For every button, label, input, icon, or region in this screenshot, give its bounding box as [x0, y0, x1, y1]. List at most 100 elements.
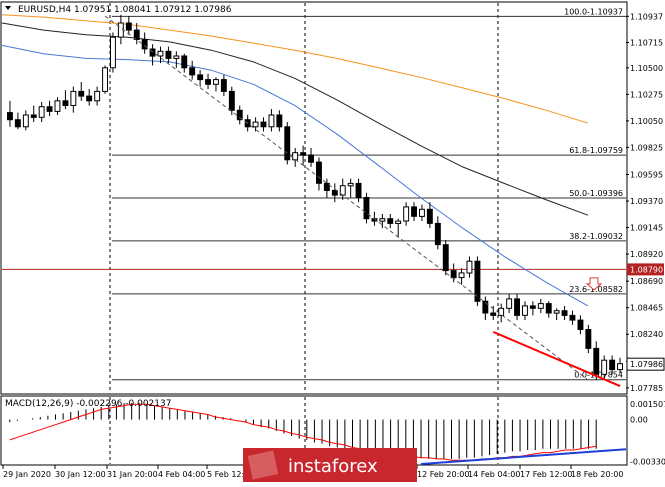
- bear-candle-body: [197, 74, 204, 81]
- fib-label-2: 50.0-1.09396: [569, 189, 623, 198]
- candle: [442, 239, 449, 276]
- bear-candle-body: [62, 100, 69, 107]
- candle: [529, 301, 536, 316]
- candle: [260, 117, 267, 132]
- bear-candle-body: [514, 298, 520, 316]
- bear-candle-body: [125, 22, 132, 31]
- candle: [141, 32, 148, 54]
- watermark-logo-icon: [247, 450, 279, 480]
- bull-candle-body: [395, 220, 402, 225]
- candle: [102, 65, 108, 94]
- candle: [411, 202, 418, 222]
- time-tick-label: 4 Feb 04:00: [158, 470, 205, 479]
- bear-candle-body: [260, 121, 267, 128]
- bull-candle-body: [173, 55, 180, 59]
- candle: [498, 303, 505, 323]
- candle: [355, 178, 362, 203]
- bear-candle-body: [7, 112, 13, 121]
- fib-label-5: 0.0-1.07854: [574, 371, 623, 380]
- candle: [466, 256, 473, 278]
- bear-candle-body: [387, 218, 394, 224]
- bull-candle-body: [38, 106, 45, 118]
- bear-candle-body: [189, 67, 196, 76]
- bear-candle-body: [133, 29, 140, 40]
- current-price-tag: [626, 357, 665, 371]
- bull-candle-body: [522, 305, 528, 316]
- bear-candle-body: [181, 55, 188, 69]
- macd-tick-label: -0.003307: [630, 458, 665, 467]
- bull-candle-body: [553, 310, 560, 314]
- candle: [7, 100, 13, 127]
- candle: [617, 357, 623, 374]
- price-tick-label: 1.10050: [630, 117, 663, 126]
- bear-candle-body: [165, 50, 172, 59]
- bear-candle-body: [300, 152, 307, 156]
- candle: [62, 90, 69, 110]
- bear-candle-body: [426, 208, 433, 224]
- bear-candle-body: [331, 189, 338, 196]
- bull-candle-body: [252, 121, 259, 128]
- bear-candle-body: [434, 222, 441, 246]
- candle: [189, 60, 196, 80]
- candle: [86, 89, 93, 106]
- price-tick-label: 1.10500: [630, 64, 663, 73]
- candle: [316, 157, 322, 191]
- candle: [474, 256, 481, 306]
- bear-candle-body: [323, 182, 330, 191]
- candle: [593, 341, 600, 381]
- bear-candle-body: [585, 329, 592, 349]
- bull-candle-body: [268, 114, 275, 128]
- candle: [110, 32, 116, 73]
- candle: [165, 46, 172, 64]
- candle: [30, 105, 37, 123]
- bear-candle-body: [450, 270, 457, 279]
- bull-candle-body: [601, 359, 608, 375]
- chart-header: EURUSD,H4 1.07951 1.08041 1.07912 1.0798…: [18, 5, 232, 15]
- bear-candle-body: [46, 106, 53, 112]
- candle: [70, 86, 77, 113]
- bear-candle-body: [593, 347, 600, 375]
- time-tick-label: 5 Feb 12:00: [207, 470, 254, 479]
- candle: [506, 294, 513, 314]
- bull-candle-body: [537, 303, 544, 309]
- bear-candle-body: [442, 244, 449, 272]
- header-triangle-icon: [5, 6, 11, 10]
- candle: [537, 298, 544, 314]
- candle: [276, 110, 283, 132]
- candle: [514, 294, 520, 321]
- price-tick-label: 1.08465: [630, 304, 663, 313]
- bear-candle-body: [78, 90, 85, 97]
- bear-candle-body: [30, 114, 37, 118]
- bull-candle-body: [157, 50, 164, 57]
- candle: [173, 51, 180, 68]
- bull-candle-body: [110, 36, 116, 69]
- candle: [609, 355, 616, 375]
- bear-candle-body: [316, 161, 322, 184]
- moving-average-2: [1, 44, 589, 307]
- time-tick-label: 14 Feb 04:00: [468, 470, 520, 479]
- bull-candle-body: [117, 22, 124, 38]
- price-tick-label: 1.09145: [630, 224, 663, 233]
- macd-blue-trendline: [420, 448, 627, 465]
- bull-candle-body: [617, 363, 623, 371]
- candle: [569, 310, 576, 325]
- dashed-trendline: [104, 15, 589, 381]
- candle: [149, 44, 156, 66]
- price-tick-label: 1.08690: [630, 277, 663, 286]
- bull-candle-body: [102, 67, 108, 92]
- bear-candle-body: [276, 114, 283, 128]
- bear-candle-body: [228, 90, 235, 111]
- bear-candle-body: [545, 303, 552, 314]
- price-tick-label: 1.10937: [630, 12, 663, 21]
- watermark-text: instaforex: [288, 456, 378, 477]
- fib-label-0: 100.0-1.10937: [564, 7, 623, 16]
- candle: [577, 315, 584, 335]
- bear-candle-body: [609, 359, 616, 371]
- candle: [300, 145, 307, 165]
- bull-candle-body: [458, 272, 465, 279]
- candle: [181, 53, 188, 73]
- bear-candle-body: [569, 314, 576, 321]
- price-tick-label: 1.07785: [630, 384, 663, 393]
- time-tick-label: 17 Feb 12:00: [520, 470, 572, 479]
